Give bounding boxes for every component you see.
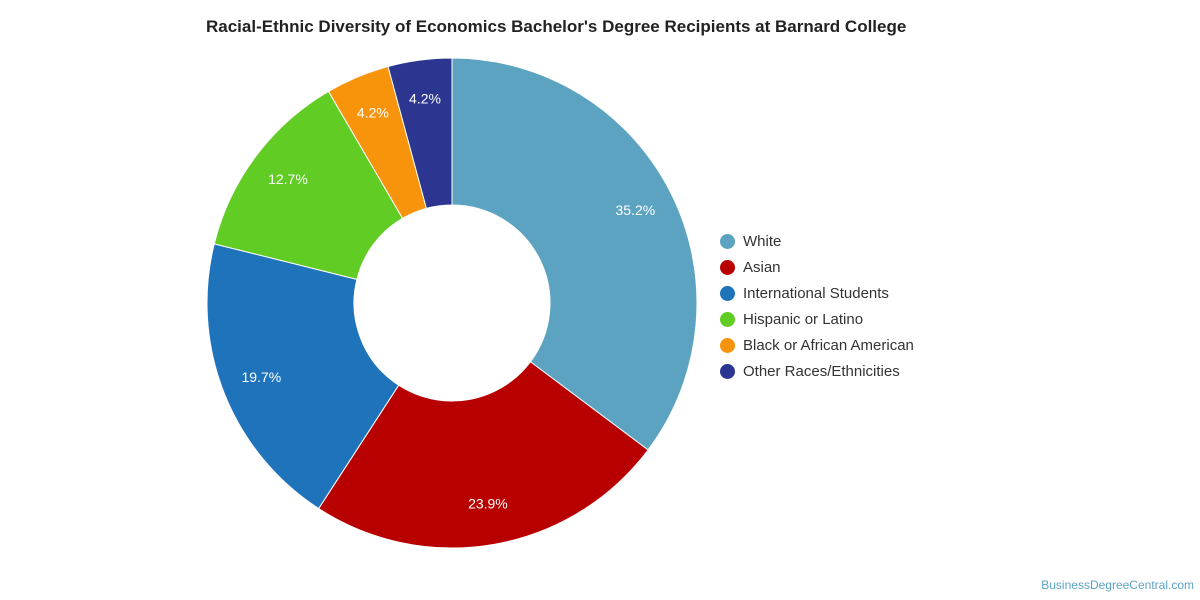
legend-label: Asian [743,258,781,276]
chart-legend: White Asian International Students Hispanic… [720,228,914,384]
legend-swatch [720,233,735,249]
legend-item-other-races-ethnicities[interactable]: Other Races/Ethnicities [720,358,914,384]
legend-label: Hispanic or Latino [743,310,864,328]
slice-international-students[interactable] [206,243,400,510]
donut-value-labels: 35.2% 23.9% 19.7% 12.7% 4.2% 4.2% [241,90,655,511]
source-credit[interactable]: BusinessDegreeCentral.com [1041,578,1194,592]
legend-swatch [720,363,735,379]
legend-item-hispanic-or-latino[interactable]: Hispanic or Latino [720,306,914,332]
slice-value-label-international-students: 19.7% [241,369,281,385]
slice-value-label-black-or-african-american: 4.2% [357,105,389,121]
legend-label: White [743,232,782,250]
slice-asian[interactable] [317,361,649,549]
legend-swatch [720,311,735,327]
slice-value-label-asian: 23.9% [468,496,508,512]
slice-white[interactable] [451,57,698,451]
donut-slices [206,57,698,549]
legend-item-international-students[interactable]: International Students [720,280,914,306]
legend-item-asian[interactable]: Asian [720,254,914,280]
chart-title: Racial-Ethnic Diversity of Economics Bac… [206,17,907,36]
legend-label: Other Races/Ethnicities [743,362,900,380]
legend-swatch [720,285,735,301]
slice-value-label-white: 35.2% [615,202,655,218]
legend-label: Black or African American [743,336,914,354]
legend-item-white[interactable]: White [720,228,914,254]
slice-value-label-other-races-ethnicities: 4.2% [409,90,441,106]
slice-value-label-hispanic-or-latino: 12.7% [268,171,308,187]
legend-swatch [720,259,735,275]
legend-item-black-or-african-american[interactable]: Black or African American [720,332,914,358]
legend-label: International Students [743,284,889,302]
legend-swatch [720,337,735,353]
slice-other-races-ethnicities[interactable] [387,57,453,210]
